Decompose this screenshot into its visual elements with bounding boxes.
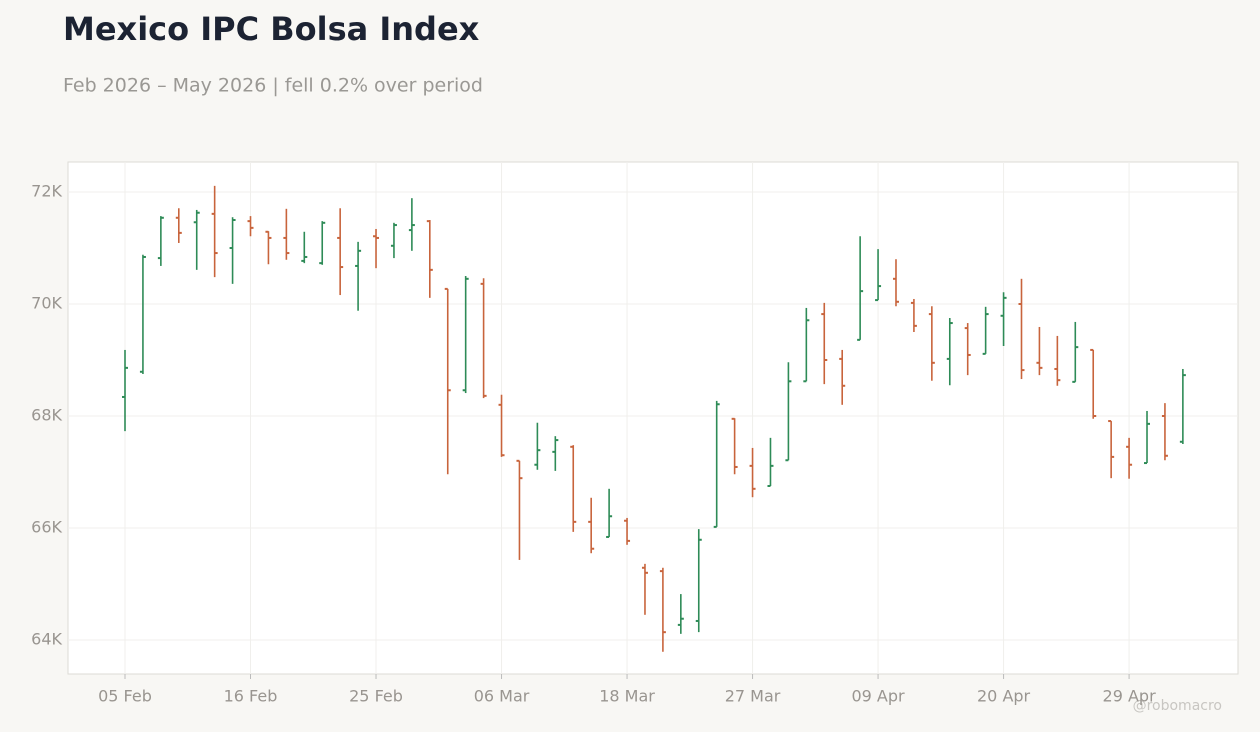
x-tick-label: 29 Apr — [1103, 687, 1157, 706]
x-tick-label: 27 Mar — [725, 687, 781, 706]
y-tick-label: 64K — [31, 630, 62, 649]
x-tick-label: 18 Mar — [599, 687, 655, 706]
x-tick-label: 09 Apr — [851, 687, 905, 706]
plot-area — [67, 161, 1239, 675]
x-tick-label: 25 Feb — [349, 687, 403, 706]
y-tick-label: 68K — [31, 406, 62, 425]
x-tick-label: 16 Feb — [224, 687, 278, 706]
chart-title: Mexico IPC Bolsa Index — [63, 10, 480, 48]
chart-subtitle: Feb 2026 – May 2026 | fell 0.2% over per… — [63, 75, 483, 97]
y-tick-label: 72K — [31, 182, 62, 201]
x-tick-label: 05 Feb — [98, 687, 152, 706]
x-tick-label: 06 Mar — [474, 687, 530, 706]
y-tick-label: 70K — [31, 294, 62, 313]
x-tick-label: 20 Apr — [977, 687, 1031, 706]
watermark: @robomacro — [1133, 698, 1222, 714]
y-tick-label: 66K — [31, 518, 62, 537]
